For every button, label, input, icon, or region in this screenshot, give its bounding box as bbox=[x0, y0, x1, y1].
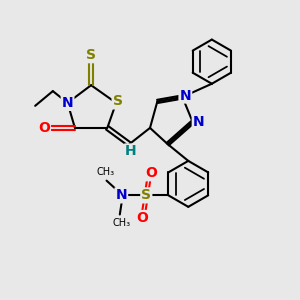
Text: O: O bbox=[38, 121, 50, 135]
Text: H: H bbox=[125, 145, 137, 158]
Text: N: N bbox=[62, 96, 74, 110]
Text: S: S bbox=[86, 48, 96, 62]
Text: S: S bbox=[141, 188, 151, 202]
Text: O: O bbox=[136, 211, 148, 225]
Text: N: N bbox=[179, 88, 191, 103]
Text: S: S bbox=[112, 94, 123, 108]
Text: CH₃: CH₃ bbox=[96, 167, 114, 177]
Text: O: O bbox=[145, 166, 157, 180]
Text: N: N bbox=[116, 188, 127, 202]
Text: CH₃: CH₃ bbox=[112, 218, 130, 228]
Text: N: N bbox=[193, 115, 204, 129]
